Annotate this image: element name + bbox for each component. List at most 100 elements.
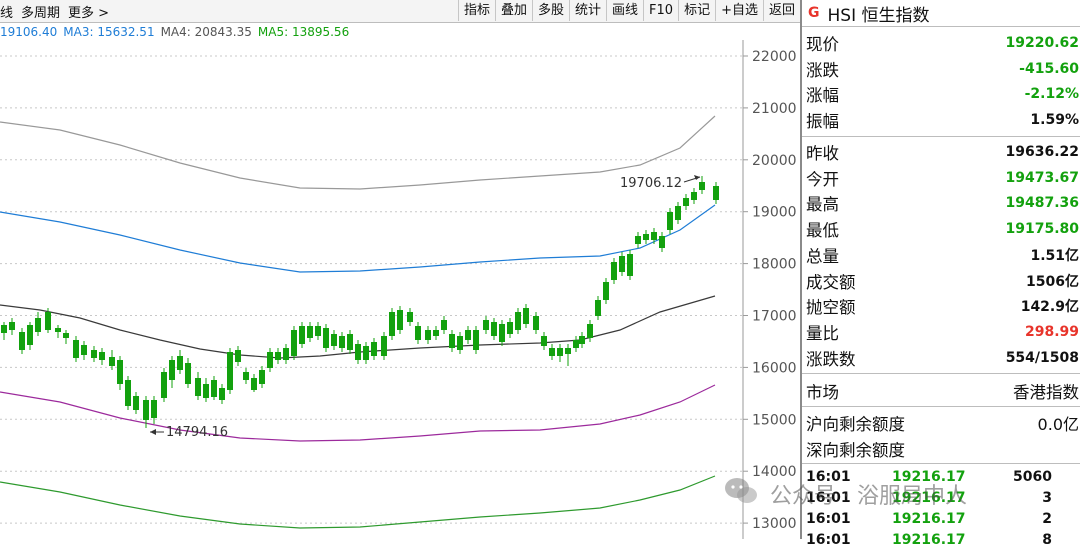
candlestick[interactable] [473,326,479,354]
toolbar-button-7[interactable]: +自选 [715,0,763,21]
candlestick[interactable] [691,188,697,204]
candlestick[interactable] [243,368,249,384]
candlestick[interactable] [619,252,625,276]
candlestick[interactable] [433,326,439,340]
candlestick[interactable] [507,318,513,338]
candlestick[interactable] [315,322,321,340]
candlestick[interactable] [299,322,305,348]
candlestick[interactable] [283,344,289,364]
candlestick[interactable] [81,341,87,360]
toolbar-button-0[interactable]: 指标 [457,0,495,21]
candlestick[interactable] [109,350,115,370]
candlestick[interactable] [125,376,131,410]
candlestick[interactable] [331,330,337,350]
candlestick[interactable] [565,344,571,366]
candlestick[interactable] [523,304,529,328]
candlestick[interactable] [339,332,345,352]
toolbar-button-4[interactable]: 画线 [606,0,644,21]
candlestick[interactable] [643,230,649,244]
candlestick[interactable] [371,338,377,360]
candlestick[interactable] [499,320,505,346]
candlestick[interactable] [307,322,313,342]
candlestick[interactable] [699,176,705,194]
candlestick[interactable] [195,372,201,400]
candlestick[interactable] [211,376,217,400]
candlestick[interactable] [291,326,297,360]
candlestick[interactable] [63,330,69,344]
candlestick[interactable] [659,232,665,252]
candlestick[interactable] [143,396,149,428]
toolbar-button-2[interactable]: 多股 [531,0,569,21]
candlestick[interactable] [219,384,225,404]
candlestick[interactable] [557,344,563,362]
candlestick[interactable] [397,306,403,334]
candlestick[interactable] [483,316,489,334]
candlestick[interactable] [587,320,593,342]
candlestick[interactable] [45,308,51,333]
candlestick[interactable] [515,308,521,334]
candlestick[interactable] [683,194,689,210]
candlestick[interactable] [91,346,97,362]
toolbar-button-3[interactable]: 统计 [569,0,607,21]
candlestick[interactable] [323,324,329,352]
quote-row-label: 最低 [806,221,839,241]
toolbar-left-item-2[interactable]: 更多 > [68,5,110,21]
toolbar-button-8[interactable]: 返回 [762,0,800,21]
candlestick[interactable] [603,278,609,304]
toolbar-button-5[interactable]: F10 [643,0,679,21]
candlestick[interactable] [185,358,191,388]
candlestick[interactable] [635,232,641,248]
candlestick[interactable] [651,228,657,244]
candlestick[interactable] [627,250,633,280]
candlestick[interactable] [549,344,555,360]
toolbar-button-6[interactable]: 标记 [678,0,716,21]
candlestick[interactable] [117,356,123,390]
candlestick[interactable] [425,326,431,344]
candlestick[interactable] [573,336,579,352]
candlestick[interactable] [389,308,395,340]
candlestick[interactable] [415,322,421,344]
candlestick[interactable] [457,332,463,354]
candlestick[interactable] [347,330,353,354]
candlestick[interactable] [275,348,281,364]
candlestick[interactable] [169,356,175,388]
candlestick[interactable] [491,318,497,340]
candlestick[interactable] [27,322,33,350]
candlestick[interactable] [355,340,361,364]
candlestick[interactable] [595,296,601,320]
candlestick[interactable] [441,316,447,334]
toolbar-left-item-0[interactable]: 线 [0,5,14,21]
candlestick[interactable] [9,318,15,335]
candlestick[interactable] [465,326,471,344]
toolbar-button-1[interactable]: 叠加 [494,0,532,21]
candlestick-chart[interactable]: 22000 21000 20000 19000 18000 17000 16000 15000… [0,40,800,539]
toolbar-left-item-1[interactable]: 多周期 [21,5,61,21]
candlestick[interactable] [35,312,41,336]
candlestick[interactable] [579,332,585,348]
candlestick[interactable] [177,350,183,374]
candlestick[interactable] [407,308,413,326]
candlestick[interactable] [1,322,7,340]
candlestick[interactable] [449,330,455,352]
candlestick[interactable] [99,348,105,365]
candlestick[interactable] [133,392,139,414]
candlestick[interactable] [203,378,209,402]
candlestick[interactable] [55,325,61,338]
candlestick[interactable] [381,332,387,360]
candlestick[interactable] [675,202,681,224]
candlestick[interactable] [533,312,539,334]
candlestick[interactable] [251,374,257,392]
candlestick[interactable] [259,366,265,388]
candlestick[interactable] [267,348,273,372]
candlestick[interactable] [151,396,157,424]
candlestick[interactable] [161,368,167,402]
candlestick[interactable] [541,332,547,350]
candlestick[interactable] [363,342,369,364]
candlestick[interactable] [73,336,79,362]
candlestick[interactable] [713,182,719,204]
candlestick[interactable] [19,328,25,354]
candlestick[interactable] [611,258,617,284]
candlestick[interactable] [235,346,241,366]
candlestick[interactable] [227,348,233,394]
candlestick[interactable] [667,208,673,234]
